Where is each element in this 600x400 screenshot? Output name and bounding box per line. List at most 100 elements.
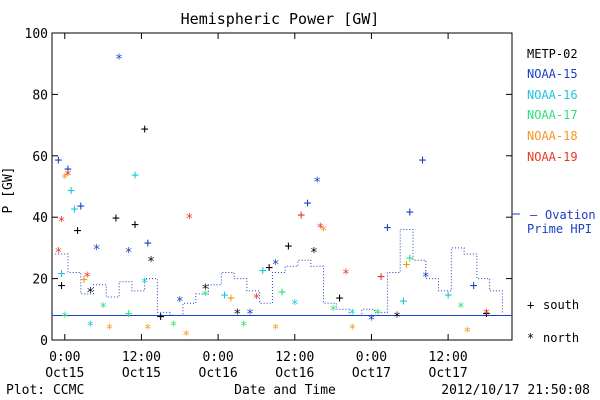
- ovation-hpi-line: [55, 229, 503, 316]
- data-point-metp-02-south: +: [131, 217, 139, 232]
- data-point-noaa-15-north: *: [176, 295, 184, 310]
- data-point-noaa-15-south: +: [304, 196, 312, 211]
- plot-credit: Plot: CCMC: [6, 383, 84, 398]
- data-point-noaa-19-north: *: [54, 246, 62, 261]
- data-point-metp-02-south: +: [141, 122, 149, 137]
- data-point-noaa-15-south: +: [406, 205, 414, 220]
- timestamp: 2012/10/17 21:50:08: [441, 383, 590, 398]
- data-point-noaa-16-south: +: [67, 184, 75, 199]
- plot-area: ++*+ ++*+**++ *+* ++++***+***+**+++*++++*+*…: [25, 27, 513, 381]
- data-point-metp-02-south: +: [284, 239, 292, 254]
- data-point-noaa-19-north: *: [342, 267, 350, 282]
- data-point-noaa-16-south: +: [58, 266, 66, 281]
- y-tick-label: 80: [32, 88, 48, 103]
- data-point-noaa-18-south: +: [403, 257, 411, 272]
- data-point-metp-02-north: *: [310, 246, 318, 261]
- data-point-noaa-15-north: *: [422, 270, 430, 285]
- data-point-noaa-18-north: *: [106, 323, 114, 338]
- data-point-noaa-19-south: +: [377, 270, 385, 285]
- data-point-noaa-17-north: *: [169, 320, 177, 335]
- y-tick-label: 60: [32, 150, 48, 165]
- data-point-metp-02-south: +: [265, 260, 273, 275]
- data-point-noaa-15-south: +: [64, 162, 72, 177]
- data-point-noaa-15-south: +: [419, 153, 427, 168]
- data-point-metp-02-south: +: [157, 309, 165, 324]
- legend: METP-02 NOAA-15 NOAA-16 NOAA-17 NOAA-18 …: [512, 47, 596, 345]
- data-point-noaa-16-south: +: [131, 168, 139, 183]
- data-point-noaa-18-south: +: [80, 273, 88, 288]
- data-point-metp-02-north: *: [86, 286, 94, 301]
- x-tick-time: 0:00: [202, 350, 233, 365]
- y-tick-label: 40: [32, 211, 48, 226]
- data-point-metp-02-north: *: [393, 310, 401, 325]
- x-tick-date: Oct16: [275, 366, 314, 381]
- data-point-noaa-15-north: *: [246, 307, 254, 322]
- data-point-noaa-16-north: *: [348, 307, 356, 322]
- x-tick-date: Oct17: [429, 366, 468, 381]
- data-point-noaa-17-north: *: [240, 320, 248, 335]
- data-point-noaa-16-south: +: [399, 294, 407, 309]
- data-point-noaa-17-north: *: [329, 304, 337, 319]
- x-tick-time: 12:00: [275, 350, 314, 365]
- data-point-noaa-16-south: +: [70, 202, 78, 217]
- data-point-noaa-17-south: +: [406, 251, 414, 266]
- x-axis: 0:00Oct1512:00Oct150:00Oct1612:00Oct160:…: [45, 33, 468, 381]
- data-point-noaa-16-south: +: [444, 288, 452, 303]
- data-point-noaa-17-south: +: [278, 285, 286, 300]
- data-point-noaa-15-north: *: [272, 258, 280, 273]
- legend-noaa-17: NOAA-17: [527, 108, 578, 122]
- legend-north-label: north: [543, 331, 579, 345]
- legend-noaa-18: NOAA-18: [527, 129, 578, 143]
- data-point-noaa-15-north: *: [313, 175, 321, 190]
- data-point-noaa-17-south: +: [125, 306, 133, 321]
- y-axis: 0 20 40 60 80 100: [25, 27, 512, 349]
- data-point-noaa-15-south: +: [384, 220, 392, 235]
- data-point-noaa-19-south: +: [297, 208, 305, 223]
- data-point-metp-02-south: +: [336, 291, 344, 306]
- data-point-noaa-19-north: *: [58, 215, 66, 230]
- legend-north-symbol: *: [527, 331, 534, 345]
- legend-noaa-15: NOAA-15: [527, 67, 578, 81]
- data-point-noaa-18-north: *: [182, 329, 190, 344]
- data-point-noaa-18-north: *: [272, 323, 280, 338]
- data-point-noaa-19-north: *: [83, 270, 91, 285]
- data-point-noaa-19-north: *: [185, 212, 193, 227]
- data-point-noaa-18-south: +: [227, 291, 235, 306]
- data-point-noaa-18-north: *: [320, 224, 328, 239]
- data-point-noaa-15-south: +: [144, 236, 152, 251]
- x-tick-date: Oct15: [122, 366, 161, 381]
- satellite-points: ++*+ ++*+**++ *+* ++++***+***+**+++*++++*+*…: [54, 52, 490, 343]
- data-point-metp-02-south: +: [483, 306, 491, 321]
- data-point-noaa-19-north: *: [483, 307, 491, 322]
- legend-ovation-label2: Prime HPI: [527, 222, 592, 236]
- data-point-noaa-16-north: *: [86, 320, 94, 335]
- legend-noaa-16: NOAA-16: [527, 88, 578, 102]
- data-point-noaa-15-north: *: [368, 313, 376, 328]
- x-tick-time: 0:00: [49, 350, 80, 365]
- data-point-metp-02-north: *: [201, 283, 209, 298]
- x-tick-time: 0:00: [356, 350, 387, 365]
- data-point-noaa-17-north: *: [201, 289, 209, 304]
- data-point-noaa-17-north: *: [374, 307, 382, 322]
- legend-ovation-label: Ovation: [545, 208, 596, 222]
- y-axis-label: P [GW]: [1, 167, 16, 214]
- legend-south-label: south: [543, 298, 579, 312]
- data-point-noaa-17-north: *: [457, 301, 465, 316]
- data-point-noaa-15-south: +: [54, 153, 62, 168]
- legend-south-symbol: +: [527, 298, 534, 312]
- y-tick-label: 100: [25, 27, 48, 42]
- data-point-metp-02-south: +: [112, 211, 120, 226]
- x-tick-time: 12:00: [122, 350, 161, 365]
- legend-noaa-19: NOAA-19: [527, 150, 578, 164]
- ovation-hpi-series: [52, 229, 512, 316]
- data-point-noaa-15-north: *: [115, 52, 123, 67]
- y-tick-label: 20: [32, 273, 48, 288]
- data-point-noaa-19-north: *: [253, 292, 261, 307]
- chart-title: Hemispheric Power [GW]: [181, 10, 380, 28]
- y-tick-label: 0: [40, 334, 48, 349]
- data-point-metp-02-north: *: [147, 255, 155, 270]
- data-point-noaa-16-south: +: [221, 288, 229, 303]
- data-point-noaa-18-north: *: [463, 326, 471, 341]
- x-tick-date: Oct15: [45, 366, 84, 381]
